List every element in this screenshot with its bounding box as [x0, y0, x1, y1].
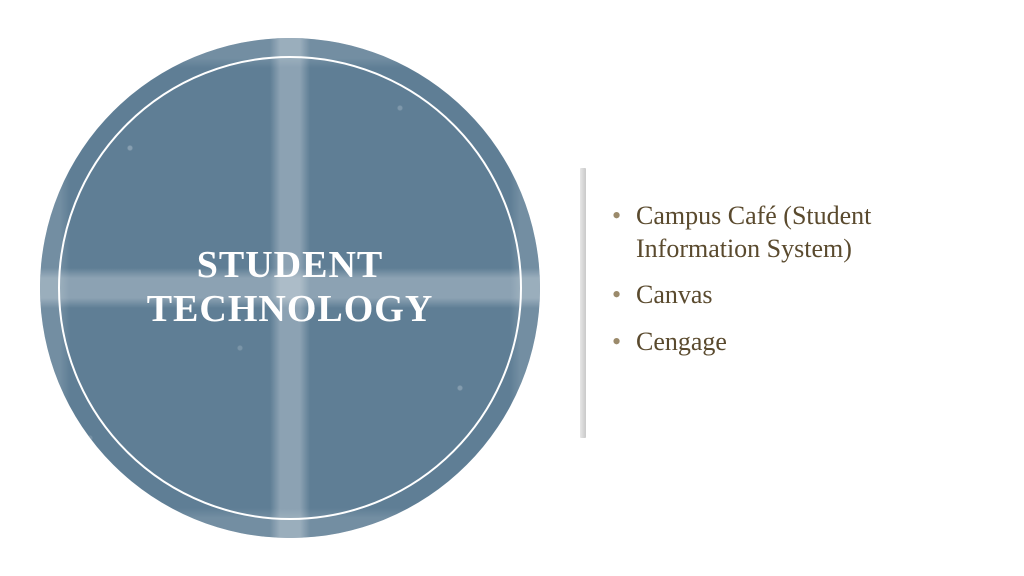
- bullet-list: Campus Café (Student Information System)…: [608, 200, 988, 358]
- bullet-content: Campus Café (Student Information System)…: [608, 200, 988, 372]
- slide-title: STUDENT TECHNOLOGY: [147, 244, 434, 331]
- bullet-item: Canvas: [608, 279, 988, 312]
- slide-title-line2: TECHNOLOGY: [147, 288, 434, 330]
- title-circle: STUDENT TECHNOLOGY: [40, 38, 540, 538]
- circle-outer: STUDENT TECHNOLOGY: [40, 38, 540, 538]
- bullet-item: Campus Café (Student Information System): [608, 200, 988, 265]
- vertical-divider: [580, 168, 586, 438]
- bullet-item: Cengage: [608, 326, 988, 359]
- slide: STUDENT TECHNOLOGY Campus Café (Student …: [0, 0, 1024, 576]
- slide-title-line1: STUDENT: [197, 244, 384, 286]
